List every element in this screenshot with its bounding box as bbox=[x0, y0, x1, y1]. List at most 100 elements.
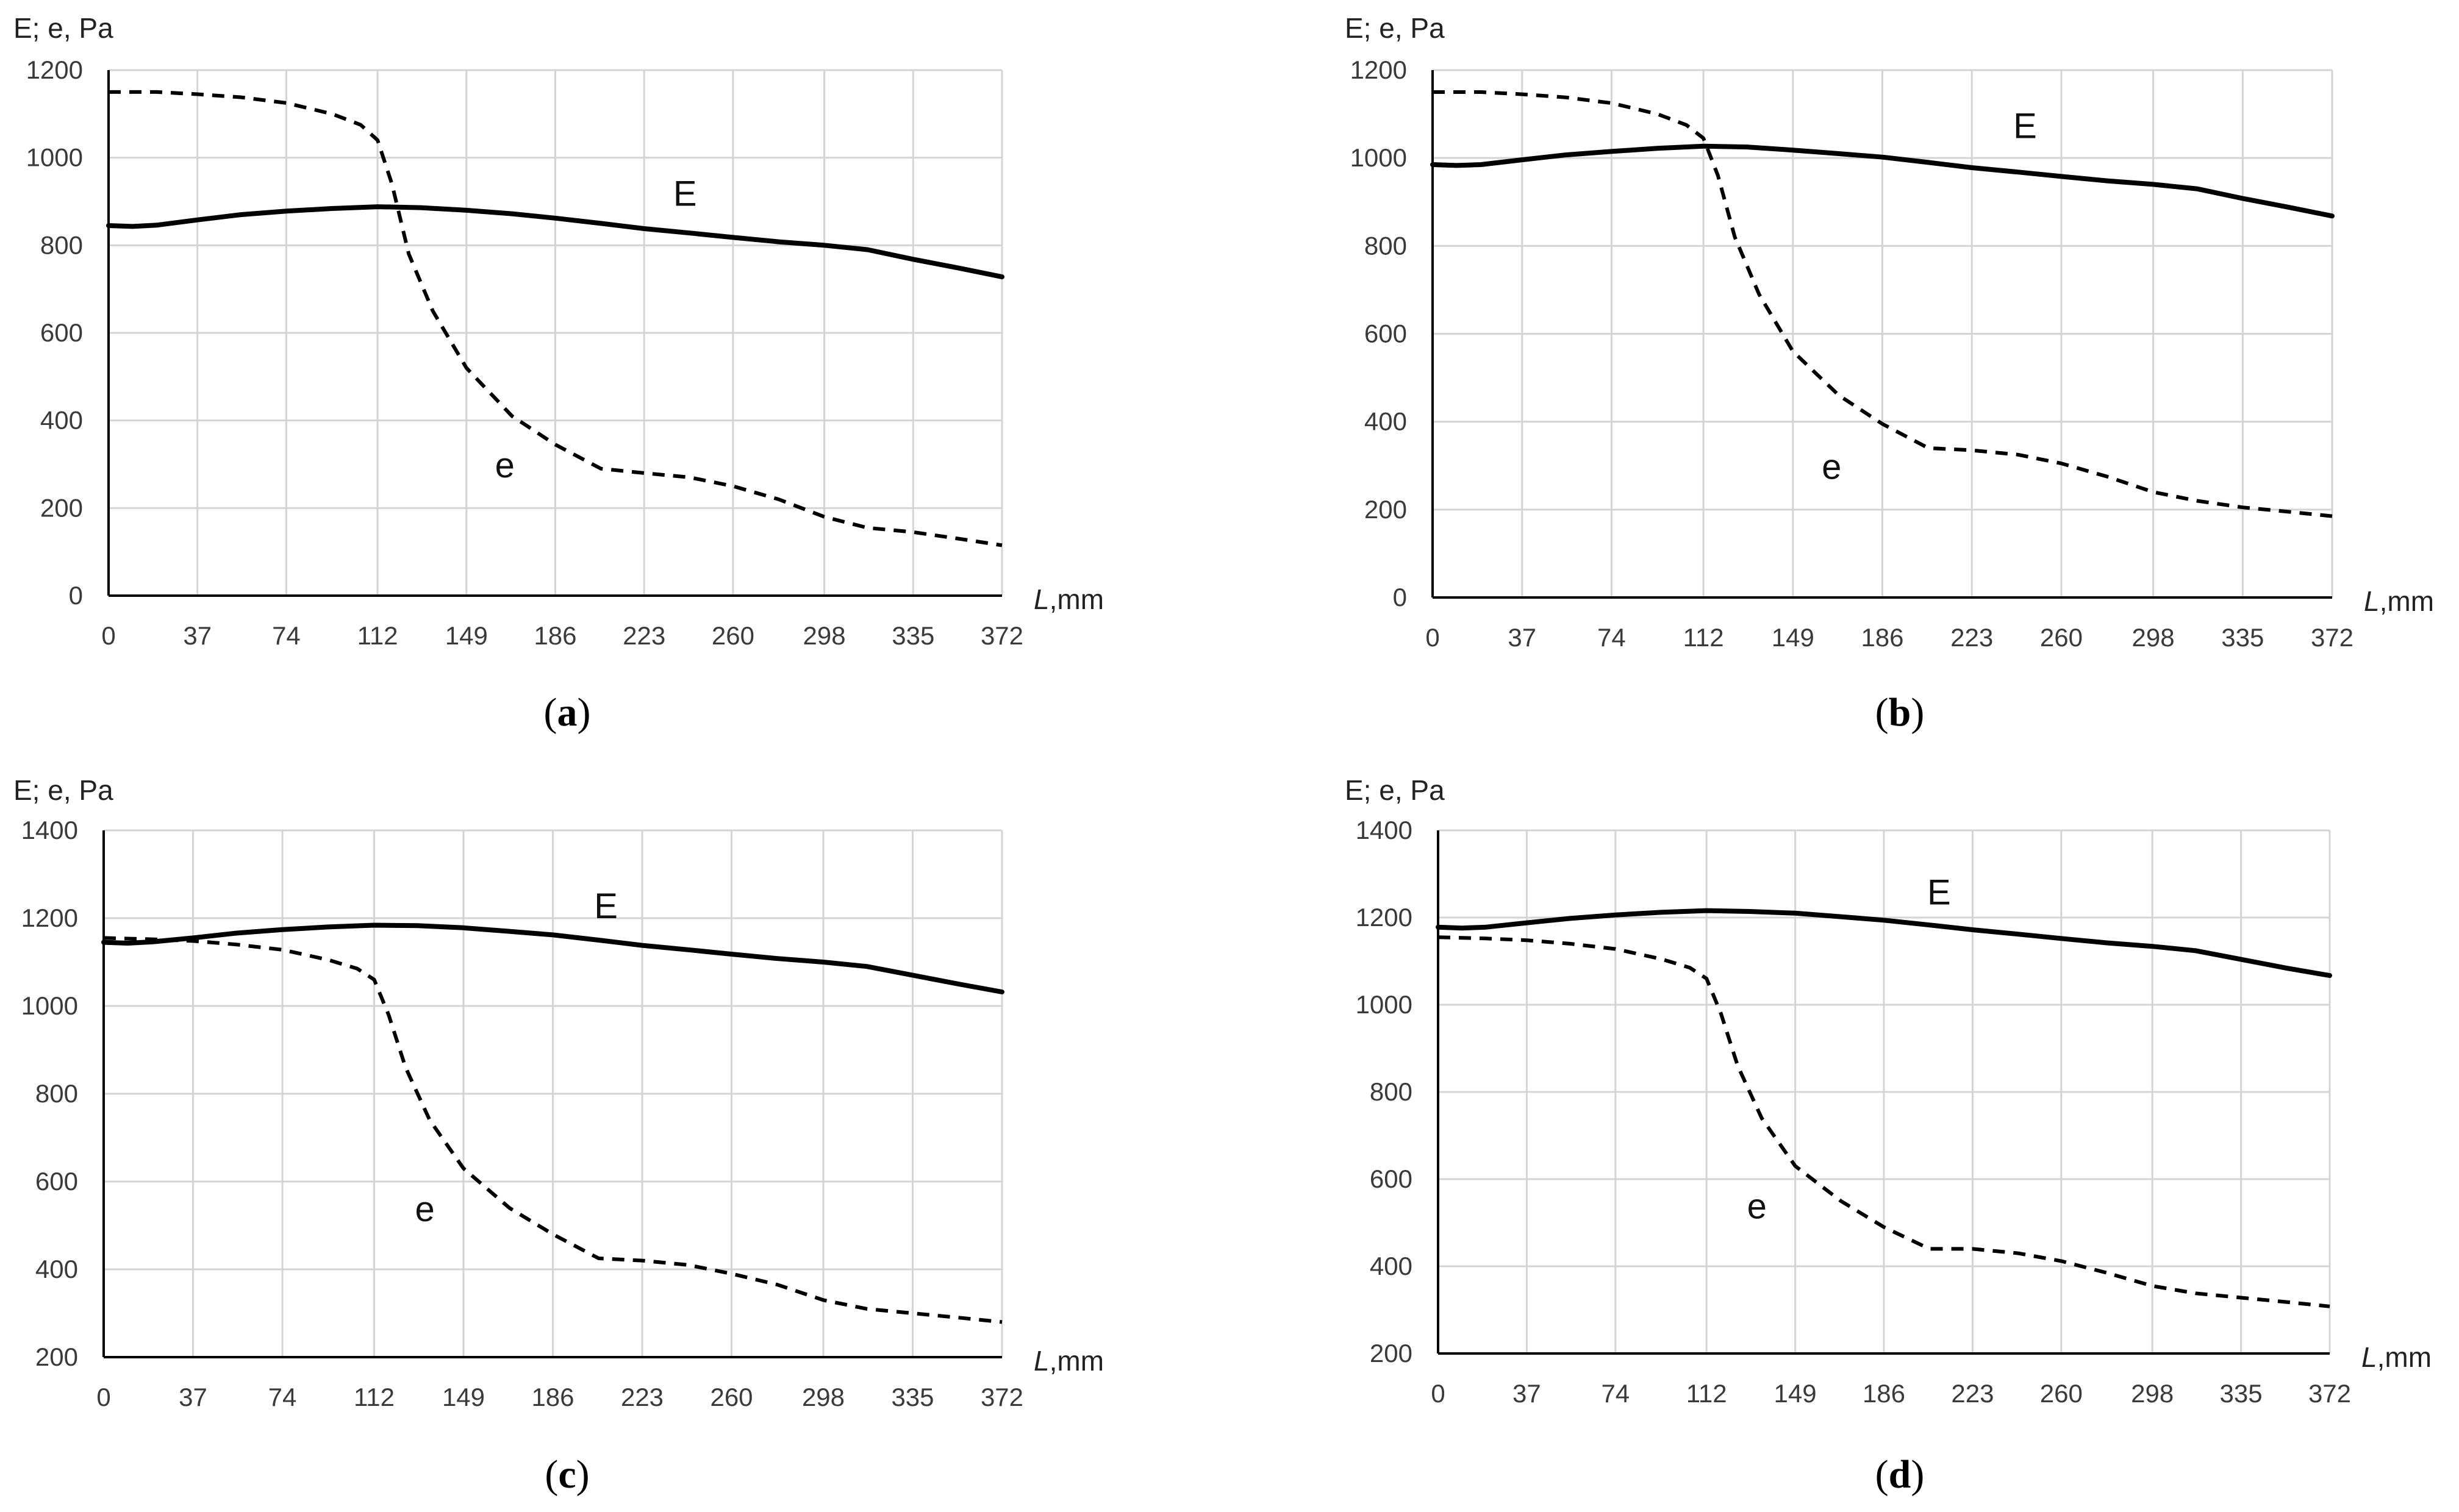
caption-letter: d bbox=[1889, 1452, 1911, 1497]
y-tick-label: 0 bbox=[1393, 583, 1407, 612]
x-axis-title-symbol: L bbox=[1034, 1345, 1050, 1377]
y-tick-label: 1000 bbox=[21, 991, 78, 1020]
series-line-E-solid bbox=[1436, 908, 2332, 979]
chart-panel-a: 0 200 400 600 800 1000 1200 0 37 74 112 149 186 223 26… bbox=[13, 12, 1104, 735]
caption-close-paren: ) bbox=[1911, 690, 1924, 735]
x-tick-label: 335 bbox=[891, 1383, 934, 1411]
series-line-e-dashed bbox=[1433, 90, 2333, 518]
caption-letter: a bbox=[557, 690, 578, 735]
y-tick-label: 800 bbox=[1364, 231, 1407, 260]
x-tick-label: 260 bbox=[710, 1383, 753, 1411]
series-line-e-dashed bbox=[109, 90, 1003, 547]
y-tick-label: 1000 bbox=[26, 143, 83, 172]
y-axis-title: E; e, Pa bbox=[13, 774, 113, 806]
x-axis-title: L,mm bbox=[1034, 1345, 1104, 1377]
curve-label-E: E bbox=[594, 886, 618, 926]
curve-label-e: e bbox=[495, 446, 515, 485]
chart-panel-c: 200 400 600 800 1000 1200 1400 0 37 74 112 149 186 22… bbox=[13, 774, 1104, 1497]
y-tick-label: 800 bbox=[35, 1079, 78, 1108]
x-tick-label: 74 bbox=[1597, 623, 1626, 652]
y-tick-label: 400 bbox=[1364, 407, 1407, 436]
y-axis-title: E; e, Pa bbox=[1345, 12, 1445, 44]
x-tick-label: 149 bbox=[442, 1383, 485, 1411]
chart-panel-d: 200 400 600 800 1000 1200 1400 0 37 74 112 149 186 22… bbox=[1345, 774, 2432, 1497]
x-tick-label: 149 bbox=[445, 621, 488, 650]
panel-caption: (a) bbox=[544, 690, 591, 735]
x-axis-title-symbol: L bbox=[2364, 585, 2380, 617]
curve-label-e: e bbox=[415, 1189, 435, 1229]
x-tick-label: 112 bbox=[357, 621, 398, 650]
y-tick-label: 400 bbox=[1370, 1252, 1412, 1280]
y-tick-label: 600 bbox=[35, 1167, 78, 1196]
x-tick-label: 186 bbox=[1863, 1379, 1905, 1408]
caption-letter: c bbox=[558, 1452, 576, 1497]
y-axis-title: E; e, Pa bbox=[13, 12, 113, 44]
x-tick-label: 223 bbox=[1950, 623, 1993, 652]
x-tick-label: 335 bbox=[892, 621, 934, 650]
y-tick-label: 1400 bbox=[21, 816, 78, 844]
y-tick-label: 600 bbox=[1364, 319, 1407, 348]
x-tick-label: 186 bbox=[1861, 623, 1903, 652]
caption-open-paren: ( bbox=[545, 1452, 558, 1497]
x-tick-label: 74 bbox=[1601, 1379, 1630, 1408]
gridlines bbox=[104, 829, 1003, 1357]
caption-close-paren: ) bbox=[578, 690, 591, 735]
curve-label-E: E bbox=[673, 174, 697, 214]
x-tick-label: 0 bbox=[96, 1383, 110, 1411]
x-tick-label: 298 bbox=[803, 621, 846, 650]
caption-close-paren: ) bbox=[1911, 1452, 1924, 1497]
y-tick-label: 1200 bbox=[21, 904, 78, 932]
x-tick-label: 112 bbox=[354, 1383, 395, 1411]
x-tick-label: 298 bbox=[802, 1383, 845, 1411]
y-tick-label: 200 bbox=[1364, 495, 1407, 524]
x-tick-label: 186 bbox=[534, 621, 576, 650]
x-tick-label: 112 bbox=[1683, 623, 1724, 652]
series-line-E-solid bbox=[106, 204, 1004, 280]
panel-caption: (b) bbox=[1875, 690, 1925, 735]
x-tick-label: 74 bbox=[272, 621, 301, 650]
caption-close-paren: ) bbox=[576, 1452, 590, 1497]
x-tick-label: 223 bbox=[621, 1383, 664, 1411]
x-tick-label: 0 bbox=[1425, 623, 1439, 652]
x-tick-label: 298 bbox=[2131, 1379, 2174, 1408]
y-tick-label: 1200 bbox=[1356, 903, 1412, 932]
x-tick-label: 37 bbox=[1508, 623, 1536, 652]
y-tick-label: 800 bbox=[1370, 1077, 1412, 1106]
y-tick-label: 800 bbox=[40, 230, 83, 259]
x-tick-label: 0 bbox=[1431, 1379, 1445, 1408]
x-axis-title: L,mm bbox=[1034, 583, 1104, 615]
curve-label-e: e bbox=[1822, 447, 1841, 487]
x-tick-label: 372 bbox=[981, 621, 1023, 650]
x-tick-label: 37 bbox=[183, 621, 212, 650]
x-axis-title-unit: ,mm bbox=[2377, 1341, 2432, 1373]
y-tick-label: 1400 bbox=[1356, 816, 1412, 844]
x-axis-title-unit: ,mm bbox=[2380, 585, 2434, 617]
x-tick-label: 298 bbox=[2132, 623, 2175, 652]
y-tick-label: 200 bbox=[35, 1343, 78, 1371]
x-axis-title-unit: ,mm bbox=[1050, 583, 1104, 615]
gridlines bbox=[1438, 829, 2331, 1353]
x-tick-label: 260 bbox=[712, 621, 754, 650]
caption-open-paren: ( bbox=[544, 690, 557, 735]
y-tick-label: 200 bbox=[40, 493, 83, 522]
series-line-E-solid bbox=[1430, 143, 2335, 219]
x-tick-label: 37 bbox=[179, 1383, 207, 1411]
x-tick-label: 149 bbox=[1774, 1379, 1817, 1408]
y-tick-label: 1200 bbox=[1350, 55, 1407, 84]
x-tick-label: 223 bbox=[1951, 1379, 1994, 1408]
y-axis-title: E; e, Pa bbox=[1345, 774, 1445, 806]
x-axis-title: L,mm bbox=[2361, 1341, 2432, 1373]
series-line-e-dashed bbox=[103, 936, 1003, 1324]
x-tick-label: 0 bbox=[101, 621, 115, 650]
x-tick-label: 335 bbox=[2220, 1379, 2263, 1408]
x-tick-label: 260 bbox=[2040, 623, 2083, 652]
x-tick-label: 149 bbox=[1772, 623, 1814, 652]
curve-label-E: E bbox=[1927, 873, 1951, 913]
y-tick-label: 400 bbox=[35, 1255, 78, 1283]
x-axis-title-symbol: L bbox=[2361, 1341, 2377, 1373]
panel-caption: (c) bbox=[545, 1452, 589, 1497]
x-axis-title-symbol: L bbox=[1034, 583, 1050, 615]
x-tick-label: 372 bbox=[981, 1383, 1023, 1411]
x-tick-label: 260 bbox=[2040, 1379, 2083, 1408]
